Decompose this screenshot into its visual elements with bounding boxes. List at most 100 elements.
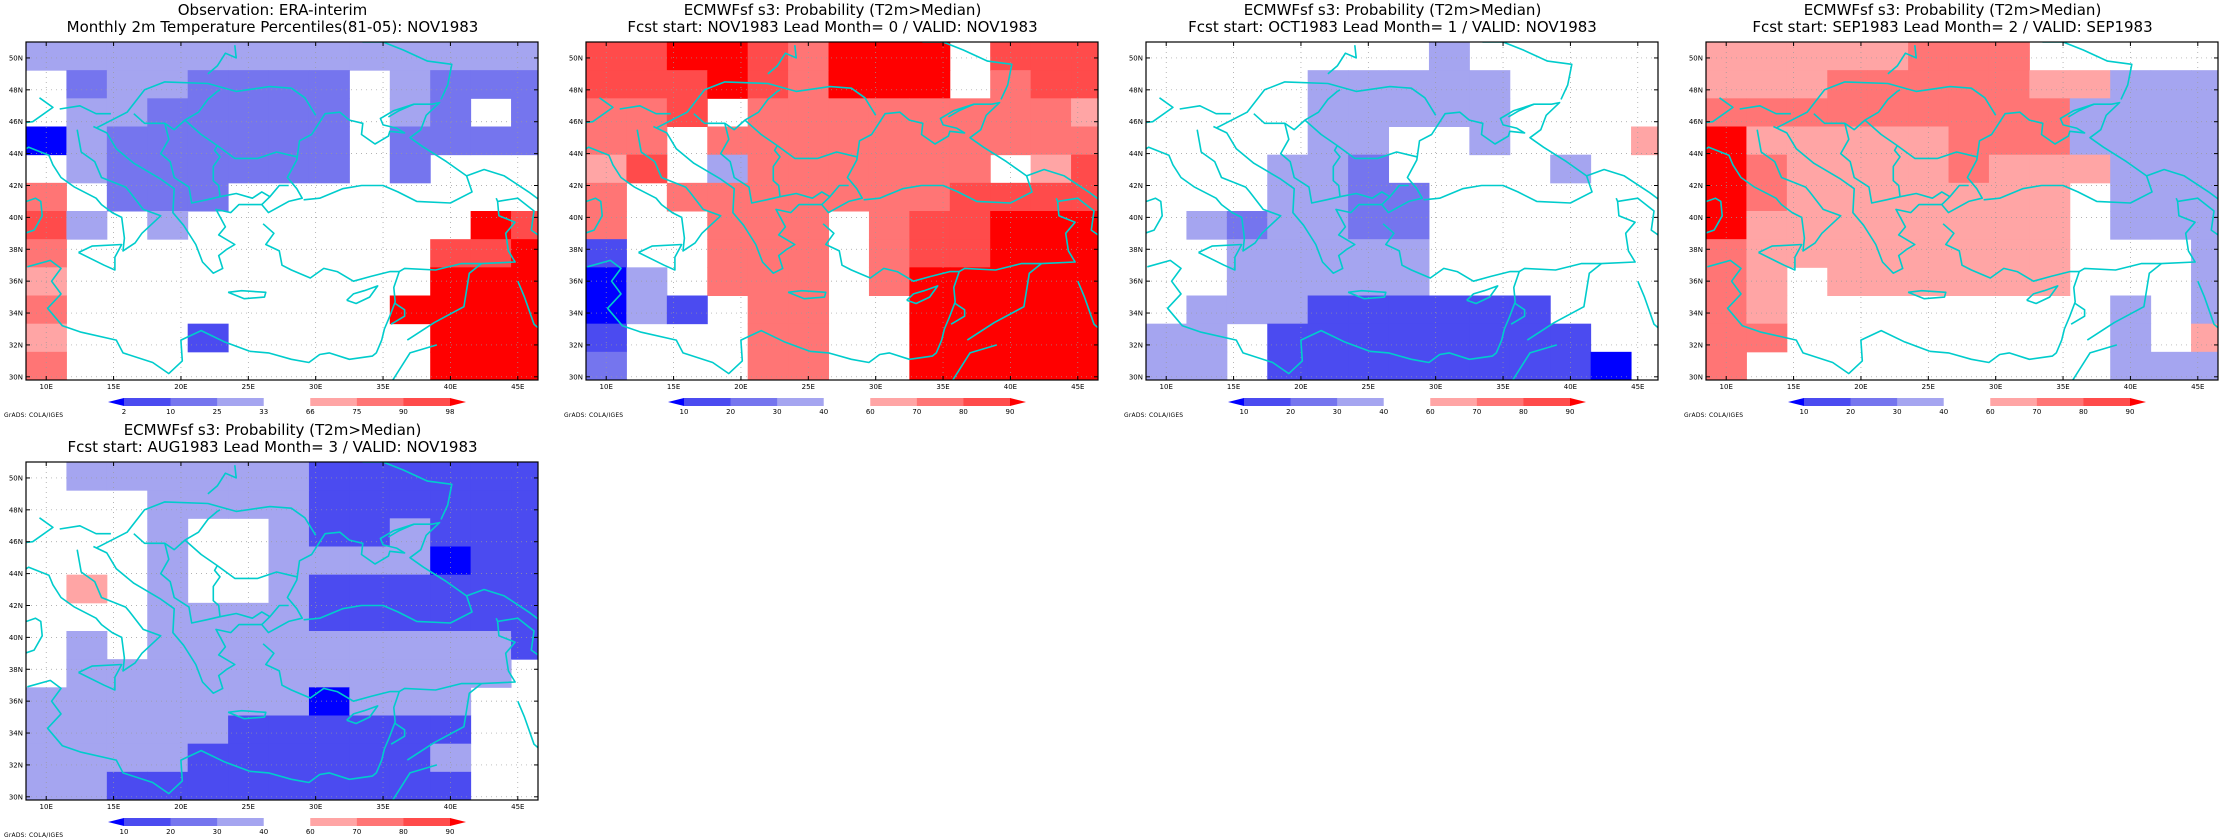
coastline (1907, 289, 1947, 300)
grid-cell (1307, 211, 1349, 240)
colorbar-label: 10 (1240, 408, 1249, 416)
probability-map: 30N 32N 34N 36N 38N 40N 42N 44N 46N 48N 50N 10E 15E 2… (1689, 41, 2219, 416)
map-frame (1705, 41, 2219, 381)
grid-cell (1746, 70, 1788, 99)
lon-label: 35E (376, 803, 389, 811)
lat-label: 40N (9, 214, 23, 222)
grid-cell (1706, 351, 1747, 380)
coastline (361, 462, 453, 520)
grid-cell (1307, 70, 1349, 99)
grid-cell (187, 70, 229, 99)
grid-cell (2110, 351, 2152, 380)
grid-cell (868, 154, 910, 184)
grid-cell (1186, 211, 1228, 240)
colorbar: 10 20 30 40 60 70 80 90 (108, 818, 466, 836)
colorbar-segment (2083, 398, 2131, 406)
grid-cell (1030, 42, 1072, 71)
coastline (227, 289, 267, 300)
probability-map: 30N 32N 34N 36N 38N 40N 42N 44N 46N 48N 50N 10E 15E 2… (9, 461, 539, 836)
coastline (269, 604, 289, 618)
grid-cell (1428, 323, 1470, 353)
grid-cell (1706, 70, 1747, 99)
grid-cell (511, 267, 538, 296)
grid-cell (747, 154, 789, 184)
grid-cell (26, 687, 67, 716)
panel-observation: Observation: ERA-interim Monthly 2m Temp… (0, 0, 560, 420)
shaded-cells (26, 42, 538, 380)
grid-cell (389, 659, 431, 688)
grid-cell (1428, 351, 1470, 380)
colorbar-segment (1290, 398, 1338, 406)
grid-cell (511, 574, 538, 604)
grid-cell (228, 631, 270, 660)
colorbar-label: 60 (306, 828, 315, 836)
grid-cell (228, 715, 270, 745)
grid-cell (788, 126, 830, 156)
lat-label: 32N (1129, 341, 1143, 349)
grid-cell (1469, 70, 1511, 99)
grid-cell (990, 267, 1032, 296)
coastline (1526, 262, 1602, 341)
lon-label: 30E (1429, 383, 1442, 391)
grid-cell (268, 98, 310, 127)
coastline (951, 344, 998, 380)
grid-cell (2191, 351, 2218, 380)
grid-cell (2150, 351, 2192, 380)
grid-cell (106, 42, 148, 71)
colorbar-segment (1804, 398, 1851, 406)
grid-cell (470, 267, 512, 296)
title-line-1: ECMWFsf s3: Probability (T2m>Median) (1243, 1, 1542, 19)
grid-cell (308, 743, 350, 773)
grid-cell (268, 518, 310, 547)
lat-label: 38N (9, 666, 23, 674)
coastline (27, 679, 250, 795)
colorbar-label: 90 (399, 408, 408, 416)
grid-cell (147, 211, 189, 240)
grid-cell (788, 351, 830, 380)
grid-cell (268, 70, 310, 99)
lon-label: 30E (869, 383, 882, 391)
grid-cell (430, 546, 472, 576)
coastline (829, 184, 849, 198)
colorbar-segment (124, 398, 171, 406)
coastline (216, 564, 297, 580)
title-line-1: ECMWFsf s3: Probability (T2m>Median) (123, 421, 422, 439)
grads-credit: GrADS: COLA/IGES (4, 832, 64, 839)
grid-cell (1226, 267, 1268, 296)
grid-cell (1388, 295, 1430, 325)
grid-cell (511, 462, 538, 491)
grads-credit: GrADS: COLA/IGES (564, 412, 624, 419)
lat-label: 38N (1129, 246, 1143, 254)
grid-cell (187, 771, 229, 800)
lat-label: 44N (569, 150, 583, 158)
lat-label: 44N (1129, 150, 1143, 158)
grid-cell (268, 126, 310, 156)
grid-cell (147, 518, 189, 547)
coastline (1339, 191, 1391, 206)
lon-label: 40E (1004, 383, 1017, 391)
grid-cell (868, 42, 910, 71)
grid-cell (2150, 211, 2192, 240)
lon-label: 25E (242, 383, 255, 391)
coastline (619, 105, 671, 115)
grid-cell (268, 42, 310, 71)
colorbar-segment (450, 818, 466, 826)
grid-cell (1388, 239, 1430, 268)
panel-title: ECMWFsf s3: Probability (T2m>Median) Fcs… (1680, 2, 2225, 36)
lon-label: 30E (309, 803, 322, 811)
grid-cell (1746, 182, 1788, 212)
grid-cell (2191, 126, 2218, 156)
grid-cell (1988, 239, 2030, 268)
grid-cell (470, 126, 512, 156)
lat-label: 46N (1129, 118, 1143, 126)
grid-cell (1428, 70, 1470, 99)
colorbar-segment (124, 818, 171, 826)
grid-cell (2150, 182, 2192, 212)
grid-cell (187, 182, 229, 212)
lon-label: 45E (1631, 383, 1644, 391)
grid-cell (868, 182, 910, 212)
grid-cell (470, 602, 512, 632)
grid-cell (1867, 267, 1909, 296)
colorbar-label: 20 (1286, 408, 1295, 416)
grid-cell (1827, 98, 1869, 127)
